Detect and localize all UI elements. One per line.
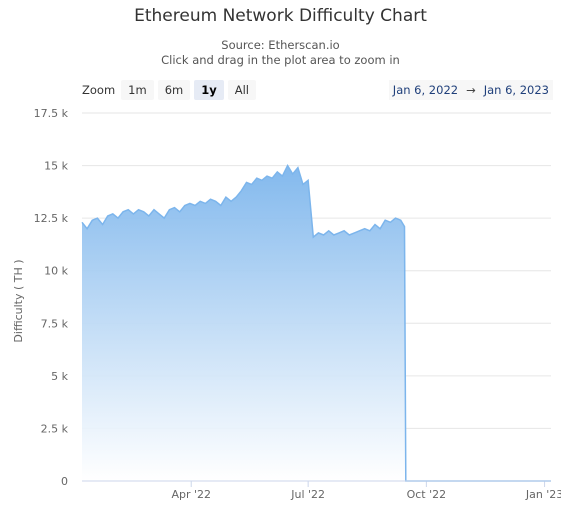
difficulty-area-fill bbox=[82, 165, 551, 481]
source-text: Source: Etherscan.io bbox=[221, 38, 340, 52]
x-tick-label: Jul '22 bbox=[290, 488, 325, 501]
zoom-1m-button[interactable]: 1m bbox=[121, 80, 154, 100]
zoom-6m-button[interactable]: 6m bbox=[157, 80, 191, 100]
zoom-hint-text: Click and drag in the plot area to zoom … bbox=[161, 53, 400, 67]
x-tick-label: Oct '22 bbox=[407, 488, 447, 501]
y-tick-label: 7.5 k bbox=[41, 317, 69, 330]
x-tick-label: Apr '22 bbox=[171, 488, 211, 501]
y-tick-label: 17.5 k bbox=[34, 107, 69, 120]
zoom-1y-button[interactable]: 1y bbox=[194, 80, 224, 100]
y-axis-ticks: 0 2.5 k 5 k 7.5 k 10 k 12.5 k 15 k 17.5 k bbox=[34, 107, 69, 488]
y-tick-label: 5 k bbox=[51, 370, 68, 383]
chart-subtitle: Source: Etherscan.io Click and drag in t… bbox=[0, 38, 561, 68]
zoom-label: Zoom bbox=[82, 83, 116, 97]
y-axis-label: Difficulty ( TH ) bbox=[12, 259, 25, 342]
x-axis-ticks: Apr '22 Jul '22 Oct '22 Jan '23 bbox=[171, 481, 561, 501]
y-tick-label: 10 k bbox=[44, 265, 68, 278]
y-tick-label: 15 k bbox=[44, 160, 68, 173]
zoom-all-button[interactable]: All bbox=[227, 80, 256, 100]
range-to-date[interactable]: Jan 6, 2023 bbox=[483, 83, 549, 97]
difficulty-series-line bbox=[81, 164, 551, 482]
range-arrow-icon: → bbox=[466, 83, 476, 97]
chart-title: Ethereum Network Difficulty Chart bbox=[134, 6, 427, 26]
zoom-toolbar: Zoom 1m 6m 1y All bbox=[82, 80, 260, 100]
date-range-selector: Jan 6, 2022 → Jan 6, 2023 bbox=[388, 80, 553, 100]
range-from-date[interactable]: Jan 6, 2022 bbox=[392, 83, 459, 97]
y-tick-label: 0 bbox=[61, 475, 68, 488]
y-tick-label: 2.5 k bbox=[41, 422, 69, 435]
x-tick-label: Jan '23 bbox=[525, 488, 561, 501]
y-tick-label: 12.5 k bbox=[34, 212, 69, 225]
